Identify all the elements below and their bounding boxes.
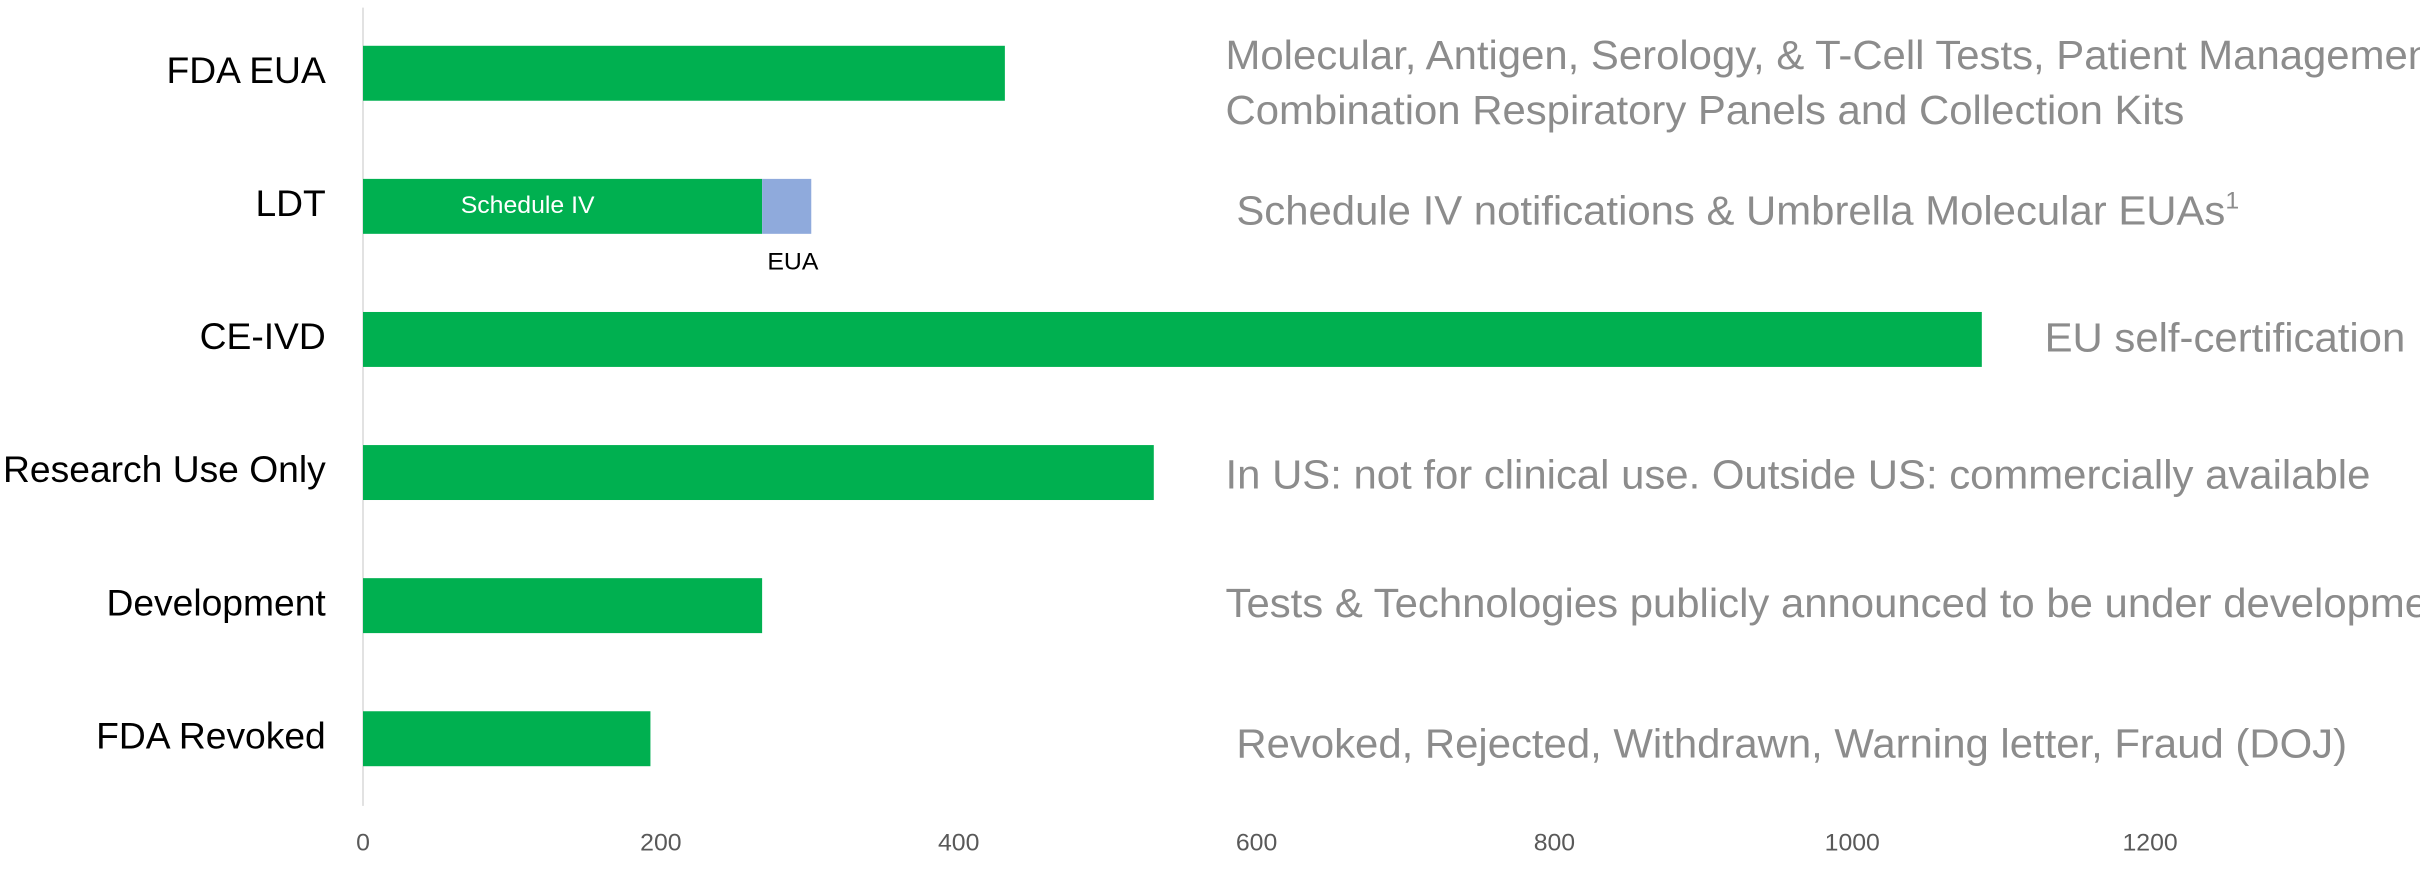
annotation-line: Molecular, Antigen, Serology, & T-Cell T… (1226, 31, 2420, 78)
category-label: FDA Revoked (96, 716, 326, 757)
x-tick-label: 200 (640, 830, 681, 857)
segment-label: EUA (767, 248, 819, 275)
x-tick-label: 0 (356, 830, 370, 857)
category-label: FDA EUA (167, 50, 327, 91)
x-tick-label: 600 (1236, 830, 1277, 857)
bar-segment (762, 178, 812, 234)
category-label: CE-IVD (200, 316, 326, 357)
bar-segment (363, 45, 1005, 101)
annotation: Molecular, Antigen, Serology, & T-Cell T… (1226, 31, 2420, 133)
annotation-line: EU self-certification (2045, 314, 2406, 361)
bar-segment (363, 711, 651, 767)
annotation: Tests & Technologies publicly announced … (1226, 579, 2420, 626)
x-tick-label: 1200 (2123, 830, 2178, 857)
x-tick-label: 800 (1534, 830, 1575, 857)
segment-label: Schedule IV (461, 192, 595, 219)
annotation: EU self-certification (2045, 314, 2406, 361)
annotation-line: Tests & Technologies publicly announced … (1226, 579, 2420, 626)
annotation: In US: not for clinical use. Outside US:… (1226, 451, 2371, 498)
annotation-line: Revoked, Rejected, Withdrawn, Warning le… (1236, 720, 2347, 767)
bar-segment (363, 311, 1982, 367)
bar-segment (363, 445, 1154, 501)
annotation-line: Schedule IV notifications & Umbrella Mol… (1236, 187, 2225, 234)
annotation-line: Combination Respiratory Panels and Colle… (1226, 86, 2185, 133)
annotation-line: In US: not for clinical use. Outside US:… (1226, 451, 2371, 498)
annotation: Schedule IV notifications & Umbrella Mol… (1236, 187, 2239, 234)
x-tick-label: 1000 (1825, 830, 1880, 857)
bar-segment (363, 578, 763, 634)
category-label: LDT (255, 183, 325, 224)
x-tick-label: 400 (938, 830, 979, 857)
category-label: Research Use Only (3, 449, 326, 490)
plot-area: 0 200 400 600 800 1000 1200 FDA EUA LDT CE-IVD Res… (3, 7, 2420, 857)
annotation: Revoked, Rejected, Withdrawn, Warning le… (1236, 720, 2347, 767)
category-label: Development (106, 583, 325, 624)
bar-segment (363, 178, 763, 234)
footnote-mark: 1 (2225, 187, 2239, 214)
